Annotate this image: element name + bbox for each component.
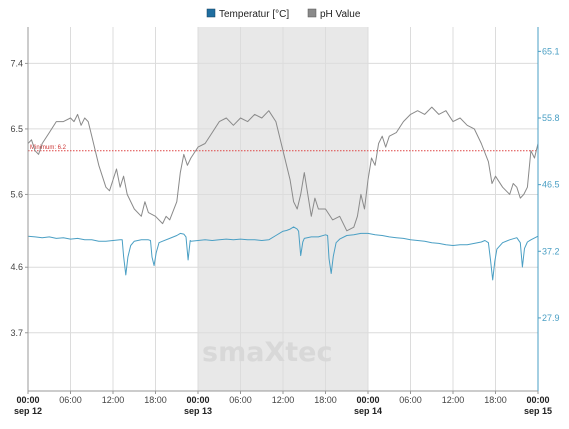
legend: Temperatur [°C] pH Value [206, 8, 361, 20]
y-left-tick-label-3: 4.6 [10, 262, 23, 272]
y-right-tick-label-3: 37.2 [542, 246, 560, 256]
x-tick-label-10: 12:00 [442, 395, 465, 405]
x-tick-label-4: 00:00 [186, 395, 209, 405]
x-tick-label-12: 00:00 [526, 395, 549, 405]
y-left-tick-label-4: 3.7 [10, 328, 23, 338]
x-tick-label-7: 18:00 [314, 395, 337, 405]
x-day-label-0: sep 12 [14, 406, 42, 416]
legend-label-temperature: Temperatur [°C] [219, 9, 289, 20]
x-tick-label-6: 12:00 [272, 395, 295, 405]
threshold-label: Minimum: 6.2 [30, 145, 67, 151]
legend-swatch-temperature [206, 8, 216, 18]
x-tick-label-9: 06:00 [399, 395, 422, 405]
x-tick-label-8: 00:00 [356, 395, 379, 405]
y-left-tick-label-1: 6.5 [10, 124, 23, 134]
series-layer [27, 106, 539, 281]
x-ticks: 00:00 06:00 12:00 18:00 00:00 06:00 12:00 18:00… [14, 391, 552, 416]
x-tick-label-1: 06:00 [59, 395, 82, 405]
x-tick-label-3: 18:00 [144, 395, 167, 405]
y-right-tick-label-4: 27.9 [542, 313, 560, 323]
y-left-ticks: 7.4 6.5 5.6 4.6 3.7 [10, 58, 28, 338]
y-right-tick-label-2: 46.5 [542, 180, 560, 190]
x-day-label-2: sep 14 [354, 406, 382, 416]
y-left-tick-label-0: 7.4 [10, 58, 23, 68]
legend-swatch-ph [307, 8, 317, 18]
watermark: smaXtec [202, 337, 332, 368]
x-tick-label-2: 12:00 [102, 395, 125, 405]
y-right-ticks: 65.1 55.8 46.5 37.2 27.9 [538, 46, 560, 323]
series-line-temperature [27, 226, 539, 281]
y-right-tick-label-0: 65.1 [542, 46, 560, 56]
x-tick-label-5: 06:00 [229, 395, 252, 405]
legend-label-ph: pH Value [320, 9, 361, 20]
x-tick-label-11: 18:00 [484, 395, 507, 405]
x-day-label-1: sep 13 [184, 406, 212, 416]
y-left-tick-label-2: 5.6 [10, 189, 23, 199]
series-line-ph [27, 106, 539, 232]
x-tick-label-0: 00:00 [16, 395, 39, 405]
x-day-label-3: sep 15 [524, 406, 552, 416]
y-right-tick-label-1: 55.8 [542, 113, 560, 123]
